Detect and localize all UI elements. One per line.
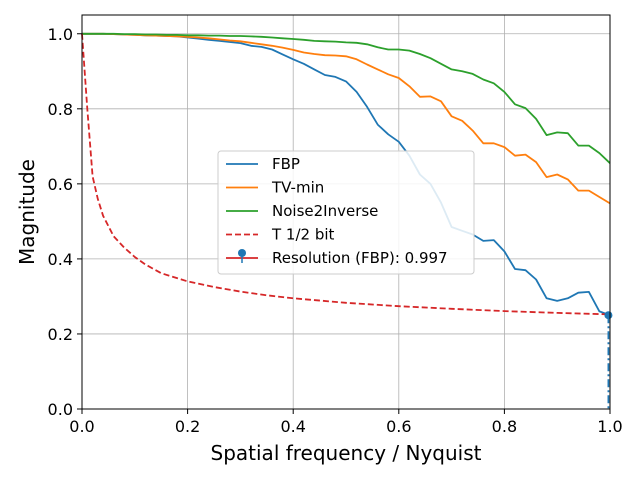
plot-frame — [81, 14, 611, 410]
y-axis-label: Magnitude — [15, 159, 39, 265]
series-line-noise2inverse — [82, 32, 611, 164]
x-axis-ticks: 0.0 0.2 0.4 0.6 0.8 1.0 — [69, 409, 623, 436]
x-tick-label: 0.4 — [280, 417, 305, 436]
legend-swatch-resolution-dot — [238, 249, 246, 257]
y-tick-label: 0.8 — [48, 100, 73, 119]
series-line-tv-min — [82, 32, 611, 205]
legend-label-resolution: Resolution (FBP): 0.997 — [272, 249, 448, 267]
x-tick-label: 1.0 — [597, 417, 622, 436]
y-tick-label: 0.0 — [48, 400, 73, 419]
y-tick-label: 0.6 — [48, 175, 73, 194]
y-tick-label: 1.0 — [48, 25, 73, 44]
legend-label-t-1-2-bit: T 1/2 bit — [271, 226, 335, 244]
series-line-t-1-2-bit — [81, 33, 611, 316]
x-tick-label: 0.2 — [175, 417, 200, 436]
x-tick-label: 0.0 — [69, 417, 94, 436]
legend-label-tv-min: TV-min — [271, 179, 324, 197]
y-tick-label: 0.4 — [48, 250, 73, 269]
legend: FBP TV-min Noise2Inverse T 1/2 bit Resolutio… — [217, 150, 475, 275]
series-layer — [81, 32, 611, 317]
marker-layer — [604, 311, 613, 409]
y-axis-ticks: 0.0 0.2 0.4 0.6 0.8 1.0 — [48, 25, 82, 419]
resolution-point — [604, 311, 613, 320]
legend-label-fbp: FBP — [272, 155, 300, 173]
x-axis-label: Spatial frequency / Nyquist — [211, 441, 482, 465]
x-tick-label: 0.8 — [492, 417, 517, 436]
y-tick-label: 0.2 — [48, 325, 73, 344]
legend-box — [217, 150, 475, 275]
x-tick-label: 0.6 — [386, 417, 411, 436]
legend-label-noise2inverse: Noise2Inverse — [272, 202, 378, 220]
